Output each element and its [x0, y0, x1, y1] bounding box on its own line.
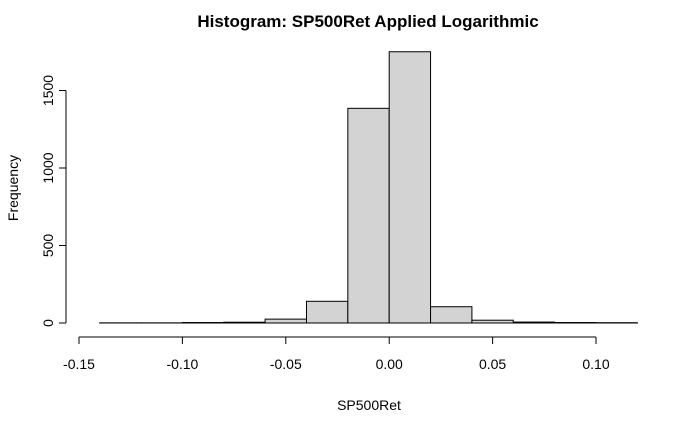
histogram-bar: [264, 318, 307, 324]
x-tick-label: 0.05: [479, 356, 506, 372]
y-axis-label: Frequency: [5, 155, 21, 221]
x-tick-label: -0.15: [63, 356, 95, 372]
chart-title: Histogram: SP500Ret Applied Logarithmic: [197, 12, 538, 31]
x-tick-label: -0.05: [270, 356, 302, 372]
x-axis: -0.15 -0.10 -0.05 0.00 0.05 0.10: [63, 336, 610, 372]
x-tick-label: 0.10: [582, 356, 609, 372]
histogram-bar: [305, 300, 349, 324]
histogram-bar: [388, 51, 432, 324]
histogram-bar: [471, 319, 514, 324]
histogram-bar: [512, 321, 556, 324]
histogram-bar: [347, 107, 390, 324]
y-tick-label: 0: [40, 319, 56, 327]
y-tick-label: 500: [40, 234, 56, 258]
x-tick-label: -0.10: [166, 356, 198, 372]
y-axis: 0 500 1000 1500: [40, 75, 67, 327]
y-tick-label: 1500: [40, 75, 56, 106]
histogram-bar: [223, 321, 266, 324]
histogram-bar: [430, 306, 473, 324]
x-tick-label: 0.00: [376, 356, 403, 372]
y-tick-label: 1000: [40, 152, 56, 183]
histogram-bars: [99, 51, 638, 324]
x-axis-label: SP500Ret: [337, 397, 401, 413]
